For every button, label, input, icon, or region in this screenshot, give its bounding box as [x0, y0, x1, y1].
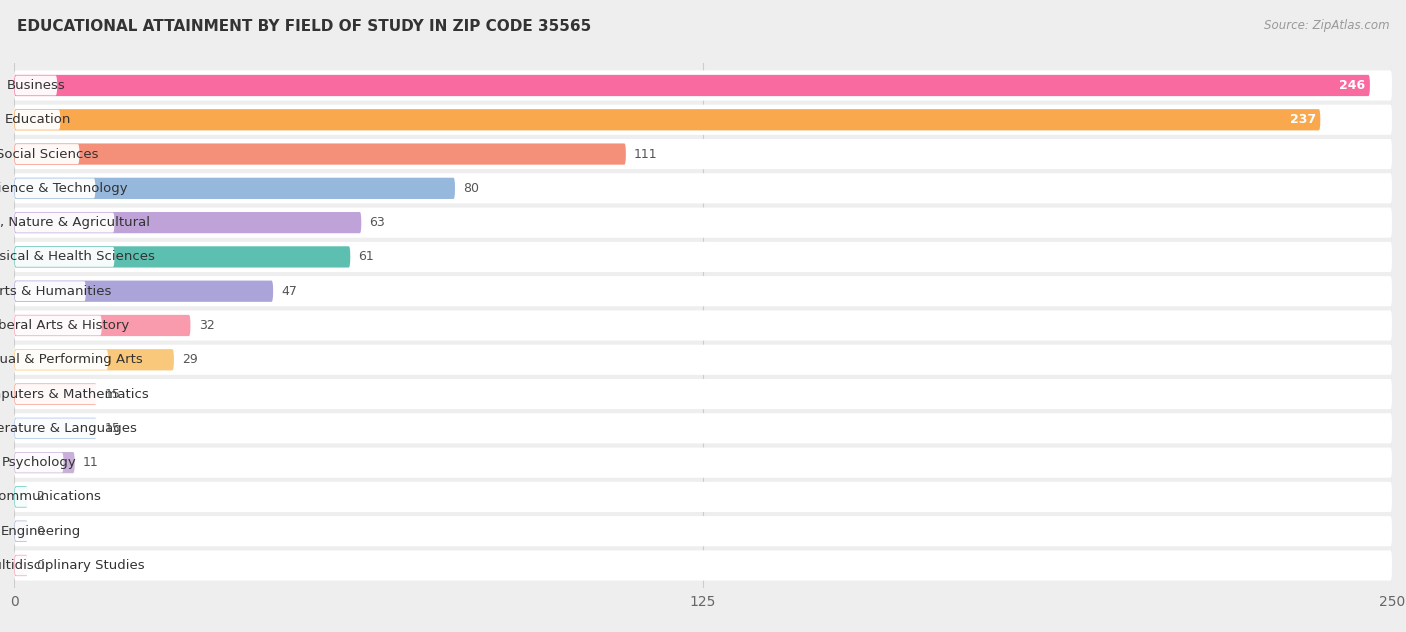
Text: 61: 61: [359, 250, 374, 264]
FancyBboxPatch shape: [14, 447, 1392, 478]
FancyBboxPatch shape: [14, 110, 60, 130]
FancyBboxPatch shape: [14, 453, 63, 473]
FancyBboxPatch shape: [14, 70, 1392, 100]
Text: 0: 0: [37, 525, 44, 538]
Text: 237: 237: [1289, 113, 1316, 126]
FancyBboxPatch shape: [14, 379, 1392, 409]
FancyBboxPatch shape: [14, 139, 1392, 169]
FancyBboxPatch shape: [14, 482, 1392, 512]
FancyBboxPatch shape: [14, 350, 108, 370]
FancyBboxPatch shape: [14, 452, 75, 473]
Text: Engineering: Engineering: [0, 525, 80, 538]
Text: 80: 80: [463, 182, 479, 195]
FancyBboxPatch shape: [14, 344, 1392, 375]
Text: 63: 63: [370, 216, 385, 229]
Text: 11: 11: [83, 456, 98, 469]
Text: Physical & Health Sciences: Physical & Health Sciences: [0, 250, 155, 264]
FancyBboxPatch shape: [14, 556, 111, 575]
FancyBboxPatch shape: [14, 143, 626, 165]
FancyBboxPatch shape: [14, 212, 361, 233]
FancyBboxPatch shape: [14, 487, 76, 507]
Text: 111: 111: [634, 147, 658, 161]
Text: 29: 29: [183, 353, 198, 367]
Text: 0: 0: [37, 559, 44, 572]
FancyBboxPatch shape: [14, 413, 1392, 444]
Text: 246: 246: [1340, 79, 1365, 92]
FancyBboxPatch shape: [14, 384, 97, 404]
Text: 32: 32: [198, 319, 215, 332]
FancyBboxPatch shape: [14, 521, 28, 542]
FancyBboxPatch shape: [14, 418, 101, 438]
Text: 15: 15: [105, 422, 121, 435]
Text: Liberal Arts & History: Liberal Arts & History: [0, 319, 129, 332]
Text: Business: Business: [7, 79, 65, 92]
Text: Social Sciences: Social Sciences: [0, 147, 98, 161]
FancyBboxPatch shape: [14, 418, 97, 439]
Text: Arts & Humanities: Arts & Humanities: [0, 284, 111, 298]
FancyBboxPatch shape: [14, 281, 273, 302]
FancyBboxPatch shape: [14, 315, 101, 336]
FancyBboxPatch shape: [14, 516, 1392, 546]
FancyBboxPatch shape: [14, 75, 1369, 96]
Text: Science & Technology: Science & Technology: [0, 182, 128, 195]
FancyBboxPatch shape: [14, 109, 1320, 130]
FancyBboxPatch shape: [14, 555, 28, 576]
FancyBboxPatch shape: [14, 310, 1392, 341]
Text: Psychology: Psychology: [1, 456, 76, 469]
FancyBboxPatch shape: [14, 242, 1392, 272]
FancyBboxPatch shape: [14, 207, 1392, 238]
FancyBboxPatch shape: [14, 247, 114, 267]
FancyBboxPatch shape: [14, 521, 66, 541]
FancyBboxPatch shape: [14, 105, 1392, 135]
FancyBboxPatch shape: [14, 178, 456, 199]
FancyBboxPatch shape: [14, 76, 58, 95]
Text: Education: Education: [4, 113, 70, 126]
Text: 2: 2: [37, 490, 44, 504]
FancyBboxPatch shape: [14, 315, 190, 336]
FancyBboxPatch shape: [14, 178, 96, 198]
FancyBboxPatch shape: [14, 486, 28, 507]
Text: 47: 47: [281, 284, 297, 298]
Text: Communications: Communications: [0, 490, 101, 504]
FancyBboxPatch shape: [14, 213, 114, 233]
FancyBboxPatch shape: [14, 276, 1392, 307]
FancyBboxPatch shape: [14, 246, 350, 267]
Text: Source: ZipAtlas.com: Source: ZipAtlas.com: [1264, 19, 1389, 32]
FancyBboxPatch shape: [14, 550, 1392, 581]
Text: Visual & Performing Arts: Visual & Performing Arts: [0, 353, 143, 367]
Text: Literature & Languages: Literature & Languages: [0, 422, 136, 435]
Text: EDUCATIONAL ATTAINMENT BY FIELD OF STUDY IN ZIP CODE 35565: EDUCATIONAL ATTAINMENT BY FIELD OF STUDY…: [17, 19, 591, 34]
FancyBboxPatch shape: [14, 144, 80, 164]
FancyBboxPatch shape: [14, 384, 105, 404]
Text: Multidisciplinary Studies: Multidisciplinary Studies: [0, 559, 145, 572]
FancyBboxPatch shape: [14, 349, 174, 370]
Text: Bio, Nature & Agricultural: Bio, Nature & Agricultural: [0, 216, 150, 229]
Text: 15: 15: [105, 387, 121, 401]
FancyBboxPatch shape: [14, 281, 86, 301]
FancyBboxPatch shape: [14, 173, 1392, 204]
Text: Computers & Mathematics: Computers & Mathematics: [0, 387, 149, 401]
